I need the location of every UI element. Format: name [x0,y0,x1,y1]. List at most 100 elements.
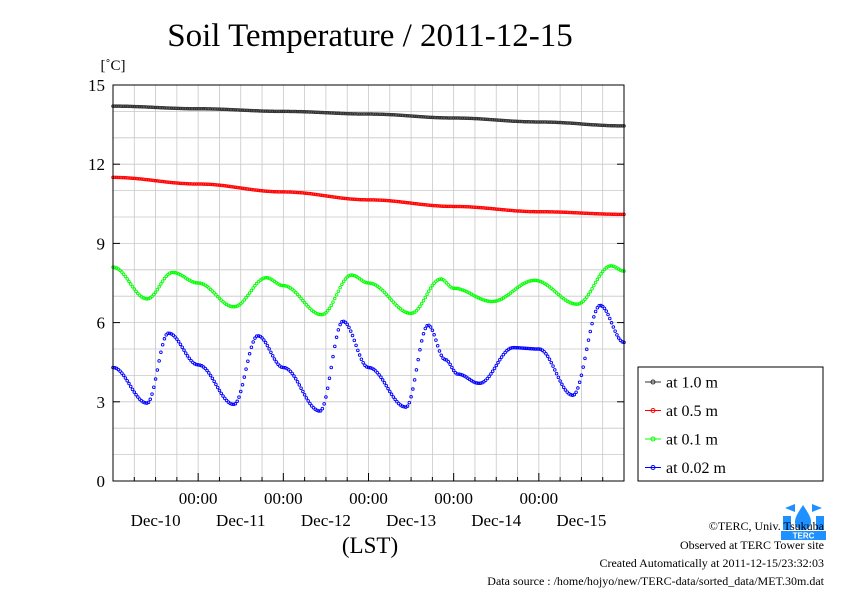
data-point [577,211,582,215]
data-point [574,121,578,126]
data-point [180,345,184,349]
data-point [189,358,193,363]
data-point [432,203,436,208]
data-point [515,119,520,124]
data-point [171,106,176,110]
data-point [336,195,341,200]
data-point [189,182,193,186]
data-point [356,348,360,353]
data-point [565,121,569,125]
data-point [249,108,254,113]
data-point [419,339,424,343]
data-point [162,337,167,341]
data-point [432,281,436,285]
data-point [462,204,467,209]
data-point [604,212,609,216]
data-point [471,205,475,209]
series-at-1-0-m [111,104,626,128]
data-point [288,109,293,114]
data-point [345,196,349,201]
data-point [474,381,479,385]
data-point [281,109,286,114]
data-point [528,279,532,283]
data-point [199,107,204,111]
data-point [297,190,302,195]
data-point [608,316,612,321]
data-point [130,176,135,180]
y-tick-label: 9 [97,234,106,253]
data-point [253,108,257,113]
terc-logo-icon: TERC [781,502,826,541]
data-point [175,271,179,275]
data-point [478,117,483,121]
data-point [283,109,287,114]
data-point [561,385,566,390]
data-point [560,210,564,214]
data-point [380,378,385,382]
data-point [361,360,365,365]
data-point [187,356,192,361]
data-point [336,328,341,332]
data-point [240,186,245,190]
data-point [416,114,420,119]
data-point [583,122,587,126]
data-point [347,274,351,278]
data-point [221,183,225,188]
data-point [253,336,257,340]
data-point [192,182,197,186]
data-point [141,296,145,300]
data-point [418,202,422,206]
data-point [226,184,231,188]
data-point [460,288,465,292]
data-point [325,194,330,198]
data-point [588,289,593,294]
data-point [388,112,392,117]
data-point [309,192,314,196]
data-point [430,115,435,120]
data-point [474,205,479,210]
data-point [349,329,353,333]
data-point [223,184,227,188]
data-point [416,202,420,206]
data-point [278,109,282,114]
data-point [313,192,318,197]
data-point [441,116,445,120]
data-point [364,281,369,285]
data-point [354,343,358,348]
data-point [221,107,225,112]
data-point [375,198,380,202]
data-point [425,203,429,207]
data-point [143,401,147,405]
data-point [391,395,396,399]
data-point [242,298,247,302]
data-point [361,112,365,116]
data-point [430,203,435,208]
data-point [153,377,158,381]
data-point [237,185,241,190]
data-point [611,212,616,217]
data-point [372,198,376,202]
data-point [198,107,202,111]
data-point [451,204,456,209]
data-point [537,279,541,283]
data-point [544,352,548,356]
data-point [207,371,211,375]
data-point [350,273,355,277]
data-point [423,203,428,207]
data-point [333,296,337,301]
data-point [584,295,589,299]
data-point [217,107,222,111]
data-point [136,291,140,296]
data-point [522,119,527,124]
data-point [324,110,328,115]
data-point [545,210,550,214]
data-point [570,121,575,126]
data-point [331,354,335,359]
data-point [535,120,539,124]
data-point [501,352,506,357]
data-point [411,387,415,391]
data-point [159,179,163,184]
data-point [613,212,617,217]
data-point [588,329,593,334]
data-point [537,347,541,351]
